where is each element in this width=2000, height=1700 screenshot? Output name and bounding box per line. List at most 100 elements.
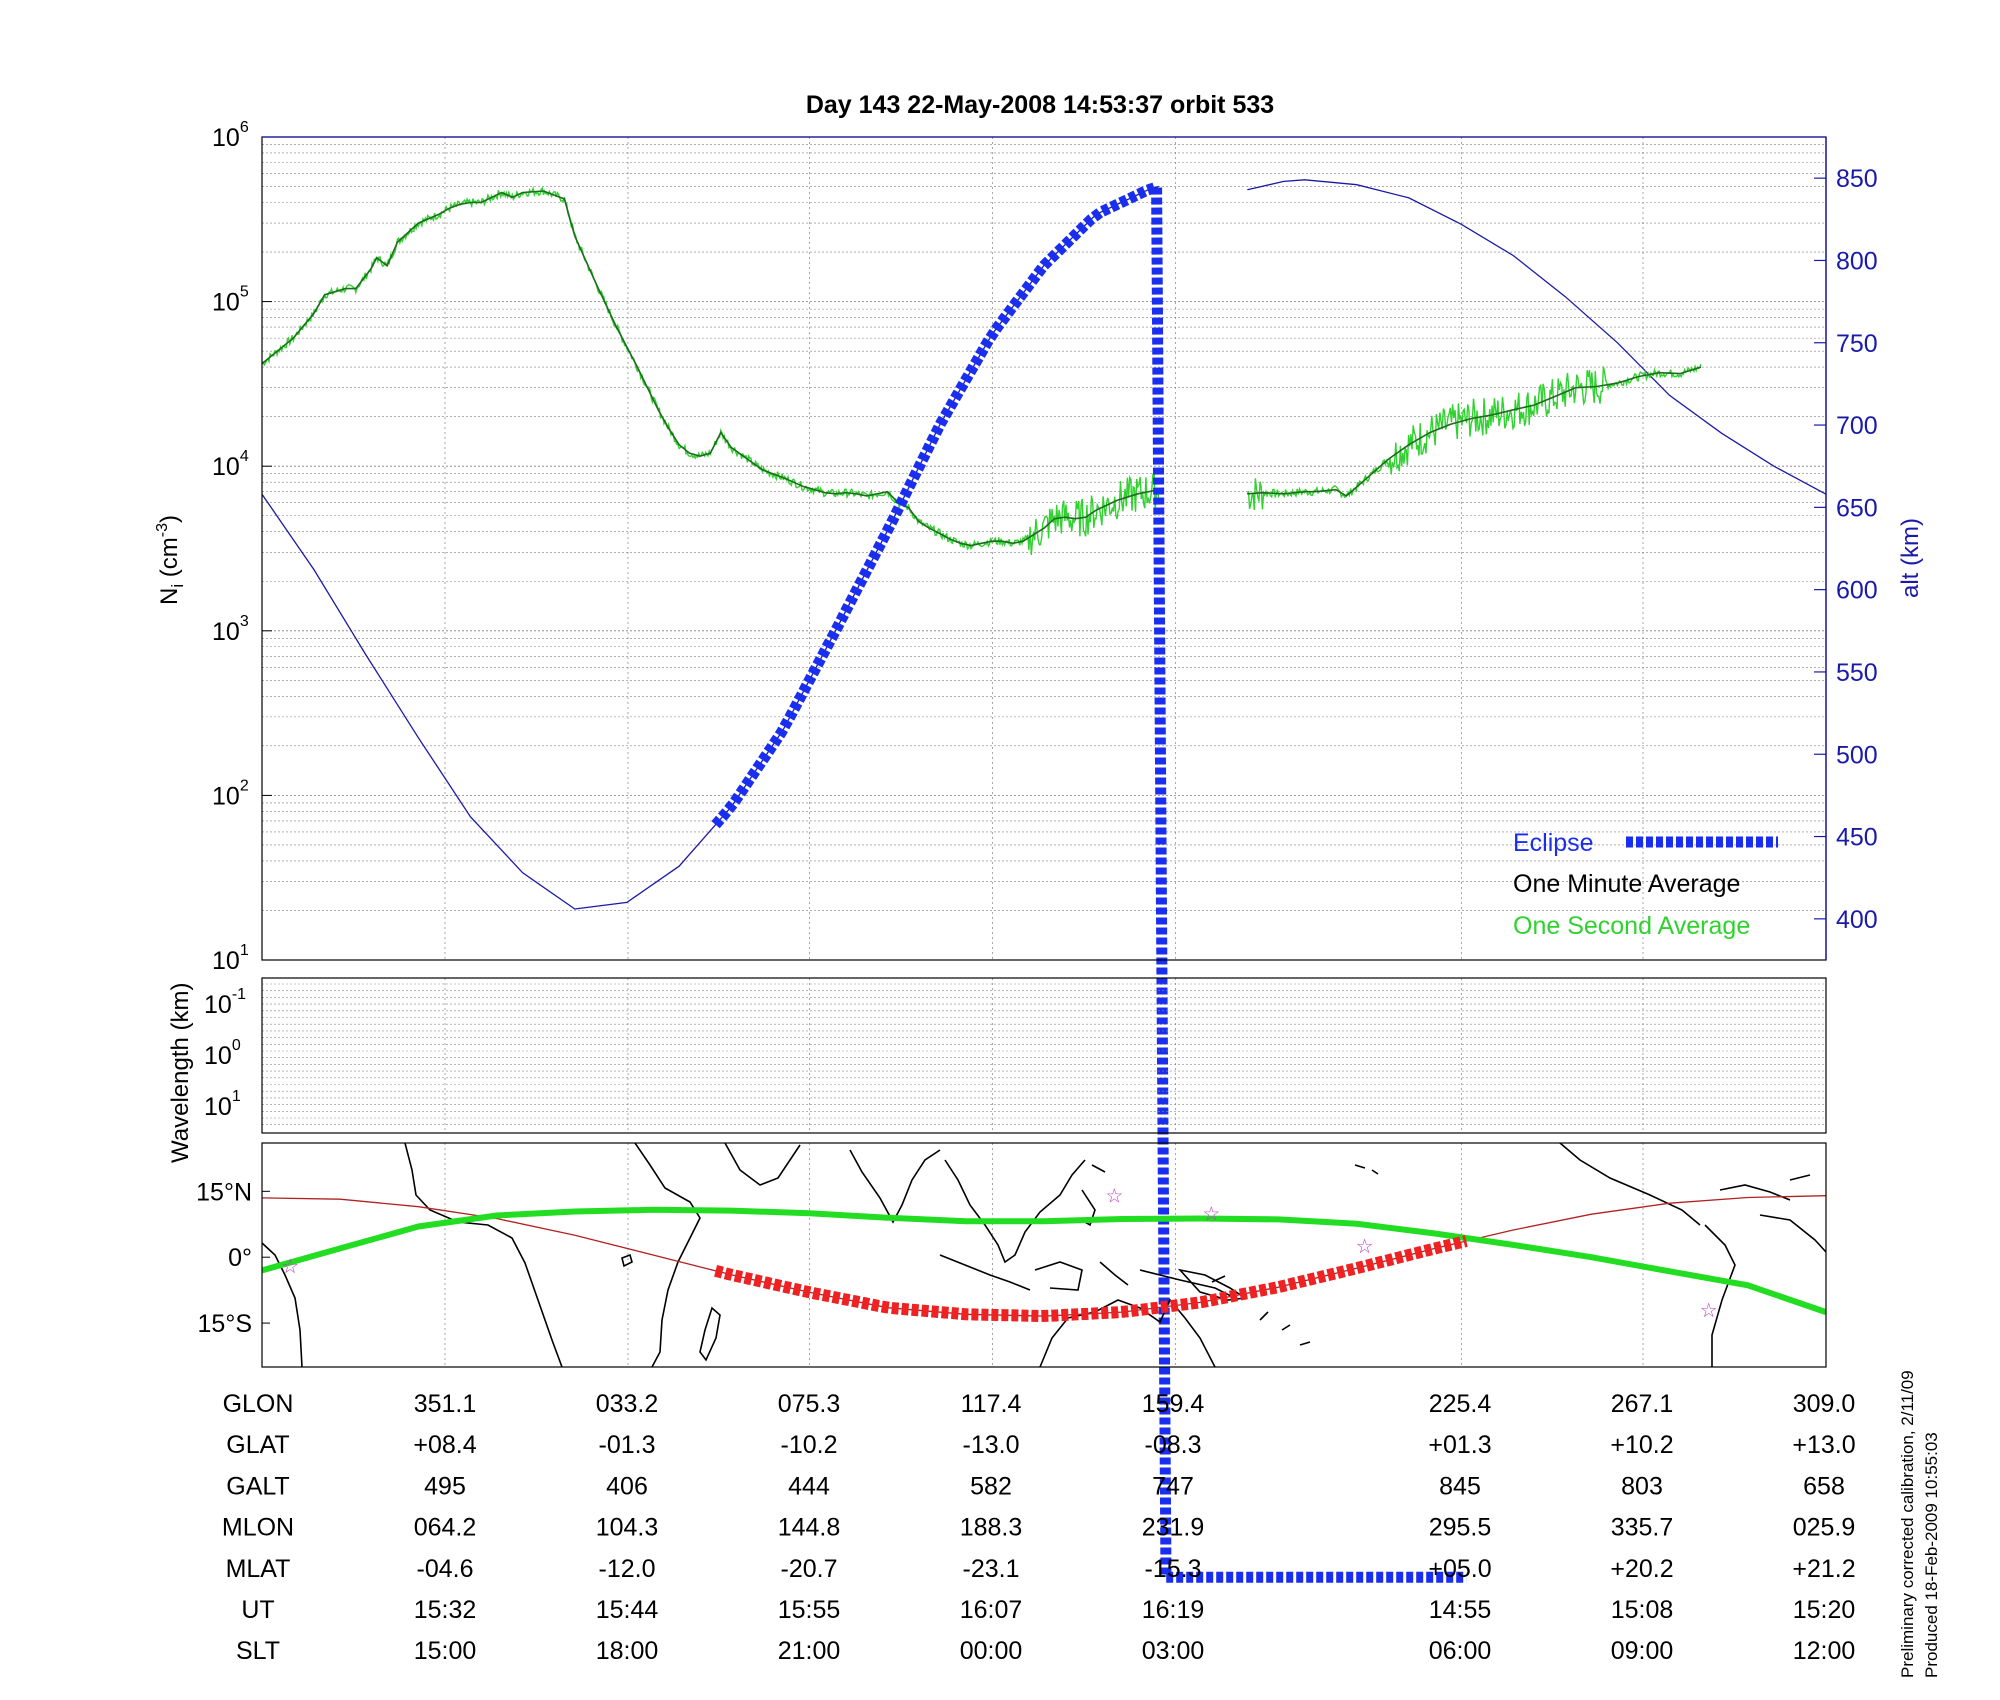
ephemeris-cell: 495 (424, 1472, 466, 1500)
ephemeris-cell: 15:08 (1611, 1596, 1674, 1624)
y-tick-label: 101 (212, 942, 249, 975)
produced-note: Produced 18-Feb-2009 10:55:03 (1922, 1432, 1941, 1678)
ephemeris-cell: 582 (970, 1472, 1012, 1500)
ephemeris-cell: 00:00 (960, 1637, 1023, 1665)
ephemeris-cell: 09:00 (1611, 1637, 1674, 1665)
pacific-islands (1211, 1275, 1311, 1346)
y2-tick-label: 450 (1836, 824, 1878, 852)
caribbean-coastline (1719, 1174, 1811, 1201)
madagascar (699, 1306, 721, 1362)
southeast-asia-coastline (944, 1159, 1086, 1264)
ephemeris-cell: -10.2 (781, 1431, 838, 1459)
y2-tick-label: 500 (1836, 741, 1878, 769)
y2-tick-label: 550 (1836, 659, 1878, 687)
altitude-line (1247, 179, 1827, 495)
altitude-axis-label: alt (km) (1897, 518, 1924, 598)
y-tick-label: 10-1 (204, 986, 246, 1019)
ephemeris-cell: 295.5 (1429, 1514, 1492, 1542)
ephemeris-cell: +10.2 (1610, 1431, 1673, 1459)
wavelength-axis-label: Wavelength (km) (167, 983, 194, 1164)
ground-track-map-panel: ☆ ☆ ☆ ☆ ☆ 15°N 0° 15°S (196, 1142, 1827, 1368)
india-coastline (849, 1149, 941, 1224)
y-tick-label: 104 (212, 448, 249, 481)
ephemeris-cell: 225.4 (1429, 1390, 1492, 1418)
central-america-coastline (1559, 1143, 1701, 1226)
ephemeris-cell: 16:19 (1142, 1596, 1205, 1624)
ephemeris-cell: 15:00 (414, 1637, 477, 1665)
legend-minute-label: One Minute Average (1513, 870, 1740, 898)
ephemeris-cell: 14:55 (1429, 1596, 1492, 1624)
y2-tick-label: 850 (1836, 165, 1878, 193)
ephemeris-row-label: MLAT (226, 1555, 291, 1583)
ephemeris-cell: -23.1 (963, 1555, 1020, 1583)
hawaii (1354, 1164, 1379, 1175)
one-second-average-line (261, 185, 1160, 556)
chart-title: Day 143 22-May-2008 14:53:37 orbit 533 (806, 91, 1274, 119)
wavelength-y-ticks: 10-1 100 101 (204, 986, 246, 1121)
ephemeris-cell: -08.3 (1145, 1431, 1202, 1459)
ephemeris-cell: 12:00 (1793, 1637, 1856, 1665)
ephemeris-cell: 03:00 (1142, 1637, 1205, 1665)
legend-second-label: One Second Average (1513, 912, 1750, 940)
ephemeris-cell: 16:07 (960, 1596, 1023, 1624)
station-star-icon: ☆ (281, 1256, 299, 1278)
ephemeris-table: GLON 351.1 033.2 075.3 117.4 159.4 225.4 267.1 3… (222, 1390, 1856, 1665)
ephemeris-cell: 845 (1439, 1472, 1481, 1500)
map-grid (444, 1143, 1644, 1367)
ion-density-grid (262, 137, 1826, 961)
africa-east-coastline (634, 1143, 701, 1367)
eclipse-altitude-line (711, 179, 1467, 1583)
latitude-tick-label: 0° (228, 1244, 252, 1272)
australia-coastline (1039, 1298, 1216, 1367)
calibration-note: Preliminary corrected calibration, 2/11/… (1898, 1370, 1917, 1678)
indonesia-islands (939, 1254, 1236, 1299)
y-tick-label: 102 (212, 777, 249, 810)
ephemeris-cell: 658 (1803, 1472, 1845, 1500)
one-second-average-line (1246, 363, 1702, 511)
wavelength-grid (262, 978, 1826, 1133)
ephemeris-cell: -13.0 (963, 1431, 1020, 1459)
map-frame (261, 1142, 1827, 1368)
ephemeris-cell: 747 (1152, 1472, 1194, 1500)
ephemeris-row-label: GLAT (226, 1431, 289, 1459)
ephemeris-cell: +08.4 (413, 1431, 476, 1459)
ion-density-axis-label: Ni (cm-3) (154, 515, 187, 605)
station-star-icon: ☆ (1356, 1236, 1374, 1258)
atlantic-islands (621, 1253, 633, 1268)
ephemeris-cell: -12.0 (599, 1555, 656, 1583)
ephemeris-cell: +13.0 (1792, 1431, 1855, 1459)
ephemeris-cell: -15.3 (1145, 1555, 1202, 1583)
ephemeris-cell: -01.3 (599, 1431, 656, 1459)
wavelength-panel: 10-1 100 101 Wavelength (km) (167, 977, 1827, 1164)
eclipse-ground-track (714, 1235, 1468, 1323)
ion-density-y-ticks: 106 105 104 103 102 101 (212, 119, 272, 975)
philippines (1077, 1164, 1106, 1227)
one-minute-average-line (1247, 366, 1702, 497)
y2-tick-label: 600 (1836, 577, 1878, 605)
y-tick-label: 105 (212, 284, 249, 317)
ephemeris-cell: 406 (606, 1472, 648, 1500)
ephemeris-cell: 231.9 (1142, 1514, 1205, 1542)
y2-tick-label: 650 (1836, 494, 1878, 522)
ephemeris-cell: +20.2 (1610, 1555, 1673, 1583)
y-tick-label: 106 (212, 119, 249, 152)
y2-tick-label: 400 (1836, 906, 1878, 934)
ephemeris-cell: +05.0 (1428, 1555, 1491, 1583)
ground-stations: ☆ ☆ ☆ ☆ ☆ (281, 1186, 1717, 1322)
y2-tick-label: 700 (1836, 412, 1878, 440)
altitude-y-ticks: 400 450 500 550 600 650 700 750 800 850 (1814, 165, 1878, 934)
ephemeris-cell: 15:55 (778, 1596, 841, 1624)
ephemeris-cell: 033.2 (596, 1390, 659, 1418)
ephemeris-cell: 064.2 (414, 1514, 477, 1542)
one-minute-average-line (261, 190, 1159, 547)
ephemeris-cell: 144.8 (778, 1514, 841, 1542)
ephemeris-cell: 15:44 (596, 1596, 659, 1624)
ephemeris-cell: 335.7 (1611, 1514, 1674, 1542)
ephemeris-row-label: GALT (226, 1472, 289, 1500)
ephemeris-cell: +21.2 (1792, 1555, 1855, 1583)
station-star-icon: ☆ (1700, 1300, 1718, 1322)
ephemeris-cell: 18:00 (596, 1637, 659, 1665)
ephemeris-cell: 104.3 (596, 1514, 659, 1542)
ephemeris-cell: 444 (788, 1472, 830, 1500)
